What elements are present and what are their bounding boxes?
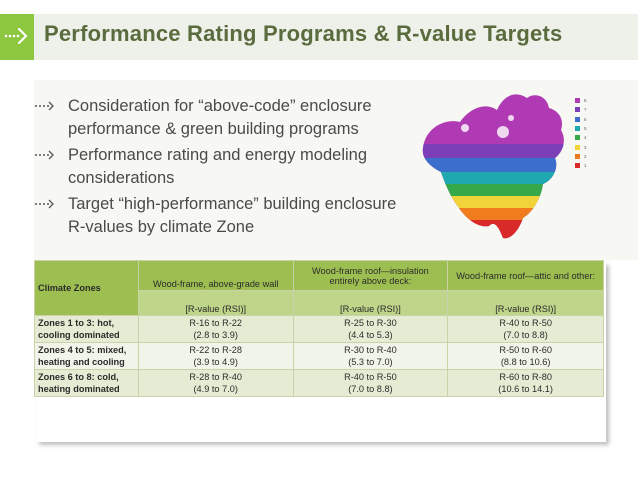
table-row: Zones 6 to 8: cold, heating dominated R-…	[34, 369, 604, 397]
page-title: Performance Rating Programs & R-value Ta…	[44, 21, 563, 46]
column-unit: [R-value (RSI)]	[137, 290, 294, 316]
bullet-item: Performance rating and energy modeling c…	[34, 144, 414, 190]
column-unit: [R-value (RSI)]	[292, 290, 449, 316]
bullet-text: Target “high-performance” building enclo…	[68, 195, 397, 236]
r-value-cell: R-40 to R-50 (7.0 to 8.8)	[292, 369, 449, 397]
table-header-row: Climate Zones Wood-frame, above-grade wa…	[34, 260, 604, 316]
legend-swatch	[575, 107, 580, 113]
r-value-cell: R-22 to R-28 (3.9 to 4.9)	[137, 342, 294, 370]
bullet-text: Performance rating and energy modeling c…	[68, 146, 368, 187]
zone-label: Zones 4 to 5: mixed, heating and cooling	[34, 342, 139, 370]
column-header: Wood-frame roof—attic and other:	[447, 260, 604, 291]
r-value-cell: R-60 to R-80 (10.6 to 14.1)	[447, 369, 604, 397]
map-legend: 8 7 6 5 4 3 2 1	[575, 96, 587, 170]
legend-item: 1	[575, 161, 587, 170]
bullet-arrow-icon	[35, 101, 54, 111]
legend-swatch	[575, 153, 580, 159]
legend-item: 6	[575, 115, 587, 124]
bullet-arrow-icon	[35, 150, 54, 160]
legend-item: 3	[575, 142, 587, 151]
bullet-text: Consideration for “above-code” enclosure…	[68, 97, 372, 138]
bullet-list: Consideration for “above-code” enclosure…	[34, 95, 414, 239]
zone-label: Zones 1 to 3: hot, cooling dominated	[34, 315, 139, 343]
legend-item: 8	[575, 96, 587, 105]
legend-swatch	[575, 116, 580, 122]
table-row: Zones 1 to 3: hot, cooling dominated R-1…	[34, 315, 604, 343]
zone-label: Zones 6 to 8: cold, heating dominated	[34, 369, 139, 397]
r-value-cell: R-40 to R-50 (7.0 to 8.8)	[447, 315, 604, 343]
r-value-cell: R-30 to R-40 (5.3 to 7.0)	[292, 342, 449, 370]
legend-swatch	[575, 126, 580, 132]
legend-swatch	[575, 144, 580, 150]
table-unit-row: [R-value (RSI)] [R-value (RSI)] [R-value…	[35, 290, 604, 316]
legend-item: 7	[575, 105, 587, 114]
header-arrow-block	[0, 14, 34, 60]
legend-swatch	[575, 98, 580, 104]
legend-swatch	[575, 135, 580, 141]
bullet-item: Target “high-performance” building enclo…	[34, 193, 414, 239]
bullet-arrow-icon	[35, 199, 54, 209]
r-value-cell: R-16 to R-22 (2.8 to 3.9)	[137, 315, 294, 343]
column-header: Wood-frame roof—insulation entirely abov…	[292, 260, 449, 291]
climate-zones-header: Climate Zones	[34, 260, 139, 316]
column-unit: [R-value (RSI)]	[447, 290, 604, 316]
slide-header: Performance Rating Programs & R-value Ta…	[0, 14, 638, 60]
table-row: Zones 4 to 5: mixed, heating and cooling…	[34, 342, 604, 370]
legend-item: 2	[575, 152, 587, 161]
legend-item: 5	[575, 124, 587, 133]
dotted-arrow-icon	[4, 27, 28, 45]
r-value-cell: R-50 to R-60 (8.8 to 10.6)	[447, 342, 604, 370]
r-value-table: Climate Zones Wood-frame, above-grade wa…	[34, 260, 604, 397]
r-value-cell: R-28 to R-40 (4.9 to 7.0)	[137, 369, 294, 397]
r-value-cell: R-25 to R-30 (4.4 to 5.3)	[292, 315, 449, 343]
legend-swatch	[575, 163, 580, 169]
column-header: Wood-frame, above-grade wall	[137, 260, 294, 291]
bullet-item: Consideration for “above-code” enclosure…	[34, 95, 414, 141]
climate-zone-map	[422, 94, 564, 239]
legend-item: 4	[575, 133, 587, 142]
